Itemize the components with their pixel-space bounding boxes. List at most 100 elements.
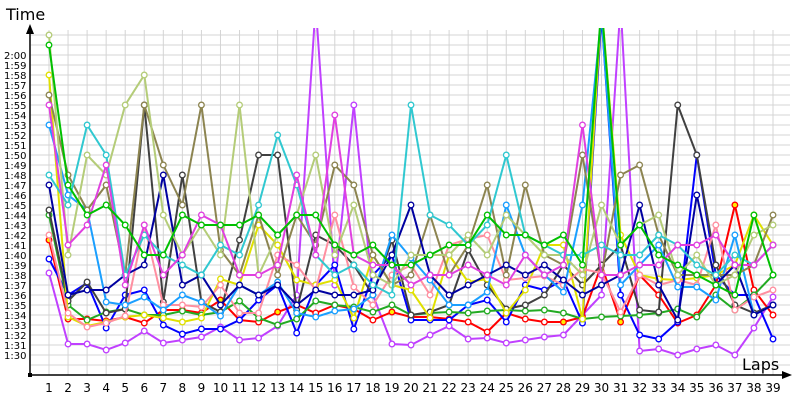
x-tick-label: 15 [308,381,323,395]
data-point [331,301,339,309]
data-point [636,251,644,259]
data-point [293,276,301,284]
data-point [274,241,282,249]
data-point [655,281,663,289]
data-point [331,241,339,249]
data-point [102,298,110,306]
y-tick-label: 1:37 [4,281,26,292]
data-point [502,231,510,239]
y-tick-label: 1:52 [4,131,26,142]
x-tick-label: 1 [45,381,53,395]
y-tick-label: 1:32 [4,331,26,342]
data-point [731,351,739,359]
data-point [674,241,682,249]
data-point [217,251,224,259]
data-point [159,339,167,347]
data-point [140,101,148,109]
data-point [236,336,243,344]
origin-marker [28,373,32,377]
data-point [540,271,548,279]
data-point [483,211,491,219]
data-point [769,301,777,309]
data-point [502,201,510,209]
data-point [502,211,510,219]
data-point [83,316,91,324]
data-point [521,231,529,239]
data-point [388,340,396,348]
data-point [750,231,758,239]
data-point [617,308,625,316]
data-point [178,171,186,179]
data-point [521,251,529,259]
data-point [45,206,53,214]
data-point [579,261,586,269]
data-point [331,307,339,315]
data-point [502,309,510,317]
data-point [369,316,377,324]
data-point [83,323,91,331]
data-point [693,251,701,259]
data-point [45,101,53,109]
data-point [64,340,72,348]
data-point [121,281,129,289]
data-point [445,291,453,299]
data-point [350,305,358,313]
data-point [483,181,491,189]
data-point [540,251,548,259]
data-point [483,231,491,239]
data-point [178,281,186,289]
data-point [559,309,567,317]
data-point [521,336,529,344]
data-point [579,151,586,159]
data-point [483,288,491,296]
data-point [693,345,701,353]
data-point [197,271,205,279]
data-point [559,318,567,326]
data-point [159,321,167,329]
data-point [121,312,129,320]
data-point [636,161,644,169]
data-point [579,291,586,299]
x-tick-label: 10 [213,381,228,395]
x-tick-label: 16 [327,381,342,395]
data-point [331,251,339,259]
data-point [140,311,148,319]
data-point [197,211,205,219]
data-point [102,319,110,327]
data-point [636,221,644,229]
x-tick-label: 11 [232,381,247,395]
data-point [540,306,548,314]
data-point [502,151,510,159]
data-point [140,319,148,327]
data-point [502,271,510,279]
y-tick-label: 1:41 [4,241,26,252]
data-point [693,261,701,269]
data-point [140,71,148,79]
data-point [255,334,263,342]
data-point [769,271,777,279]
data-point [559,276,567,284]
data-point [617,171,625,179]
data-point [483,251,491,259]
data-point [521,271,529,279]
data-point [178,261,186,269]
y-tick-label: 1:58 [4,71,26,82]
y-tick-label: 1:45 [4,201,26,212]
data-point [426,211,434,219]
data-point [617,281,625,289]
data-point [655,241,663,249]
data-point [45,91,53,99]
data-point [159,211,167,219]
y-tick-label: 1:50 [4,151,26,162]
data-point [750,311,758,319]
data-point [407,311,415,319]
data-point [483,271,491,279]
y-tick-label: 1:44 [4,211,26,222]
x-tick-label: 39 [765,381,780,395]
data-point [540,333,548,341]
x-tick-label: 5 [121,381,129,395]
data-point [83,286,91,294]
data-point [445,241,453,249]
data-point [598,271,605,279]
data-point [236,309,243,317]
